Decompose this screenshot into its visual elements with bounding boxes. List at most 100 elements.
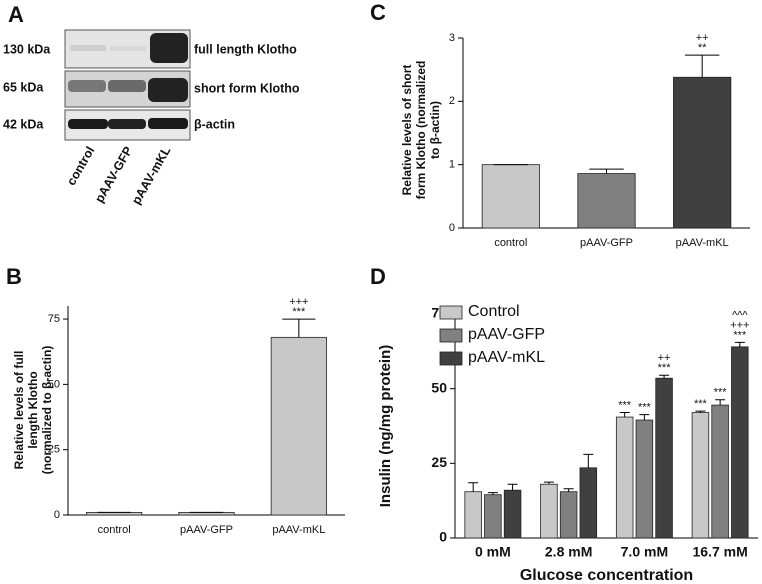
bar [540,483,558,539]
error-bar [715,399,726,406]
error-bar [619,412,630,418]
bar [673,76,732,229]
y-tick-label: 25 [431,454,447,470]
bar [503,489,522,539]
significance-mark: *** [714,387,728,399]
x-tick-label: control [494,237,527,249]
y-axis-label: (normalized to β-actin) [40,346,54,475]
bar [635,419,654,539]
blot-band [70,45,106,51]
y-tick-label: 50 [431,379,447,395]
x-tick-label: control [98,524,131,536]
error-bar [734,341,745,347]
bar [615,416,634,539]
error-bar [563,488,574,492]
bar [655,377,673,539]
blot-band [110,46,146,51]
y-tick-label: 2 [449,95,455,107]
y-tick-label: 75 [48,313,60,325]
y-tick-label: 0 [449,222,455,234]
x-tick-label: pAAV-GFP [580,237,633,249]
size-label: 65 kDa [3,80,44,94]
bar [579,467,598,539]
y-axis-label: length Klotho [26,371,40,448]
error-bar [659,374,670,379]
error-bar [543,481,554,485]
blot-band [148,78,188,102]
band-label: full length Klotho [194,42,297,56]
y-axis-label: Insulin (ng/mg protein) [377,345,394,507]
size-label: 130 kDa [3,42,51,56]
legend-swatch [439,305,463,320]
y-axis-label: Relative levels of short [400,65,414,196]
bar [481,164,540,229]
y-tick-label: 50 [48,378,60,390]
error-bar [282,318,316,338]
x-tick-label: pAAV-mKL [272,524,325,536]
y-tick-label: 3 [449,32,455,44]
significance-mark: *** [658,362,672,374]
legend-label: pAAV-GFP [468,326,545,343]
bar [559,491,578,539]
blot-band [148,118,188,129]
bar [464,491,482,539]
significance-mark: *** [638,402,652,414]
x-tick-label: 7.0 mM [621,544,668,560]
panel-label: B [6,264,22,289]
error-bar [468,482,479,492]
lane-label: control [64,144,97,188]
bar [270,336,327,516]
bar [484,494,502,539]
significance-mark: *** [694,398,708,410]
y-axis-label: to β-actin) [428,101,442,159]
error-bar [507,483,518,491]
significance-mark: ** [698,42,707,54]
y-tick-label: 1 [449,159,455,171]
panel-label: C [370,0,386,25]
band-label: β-actin [194,117,235,131]
error-bar [487,492,498,495]
panel-label: A [8,2,24,27]
significance-mark: *** [292,306,306,318]
x-tick-label: pAAV-GFP [180,524,233,536]
panel-label: D [370,264,386,289]
blot-band [68,80,106,92]
significance-mark: *** [733,329,747,341]
y-tick-label: 0 [54,509,60,521]
significance-mark: *** [618,399,632,411]
blot-panel: A 130 kDa 65 kDa 42 kDa full length Klot… [3,2,300,207]
x-tick-label: 16.7 mM [693,544,748,560]
significance-mark: +++ [730,319,749,331]
y-axis-label: Relative levels of full [12,351,26,470]
significance-mark: ++ [658,352,671,364]
error-bar [695,410,706,413]
error-bar [639,414,650,421]
error-bar [684,54,720,78]
x-tick-label: 0 mM [475,544,511,560]
y-tick-label: 25 [48,444,60,456]
legend-swatch [439,351,463,366]
legend-label: Control [468,303,520,320]
x-axis-label: Glucose concentration [520,567,693,584]
size-label: 42 kDa [3,117,44,131]
bar [577,173,636,229]
significance-mark: ++ [696,32,709,44]
error-bar [589,168,624,174]
significance-mark: +++ [289,296,308,308]
legend-swatch [439,328,463,343]
significance-mark: ^^^ [732,309,748,321]
band-label: short form Klotho [194,81,300,95]
bar [711,404,729,539]
blot-band [108,119,146,129]
y-axis-label: form Klotho (normalized [414,61,428,200]
blot-band [150,33,188,63]
bar [691,412,710,539]
x-tick-label: 2.8 mM [545,544,592,560]
blot-band [108,80,146,92]
lane-label: pAAV-GFP [92,144,135,205]
error-bar [583,453,594,468]
bar [731,346,749,539]
blot-band [68,119,108,129]
x-tick-label: pAAV-mKL [676,237,729,249]
